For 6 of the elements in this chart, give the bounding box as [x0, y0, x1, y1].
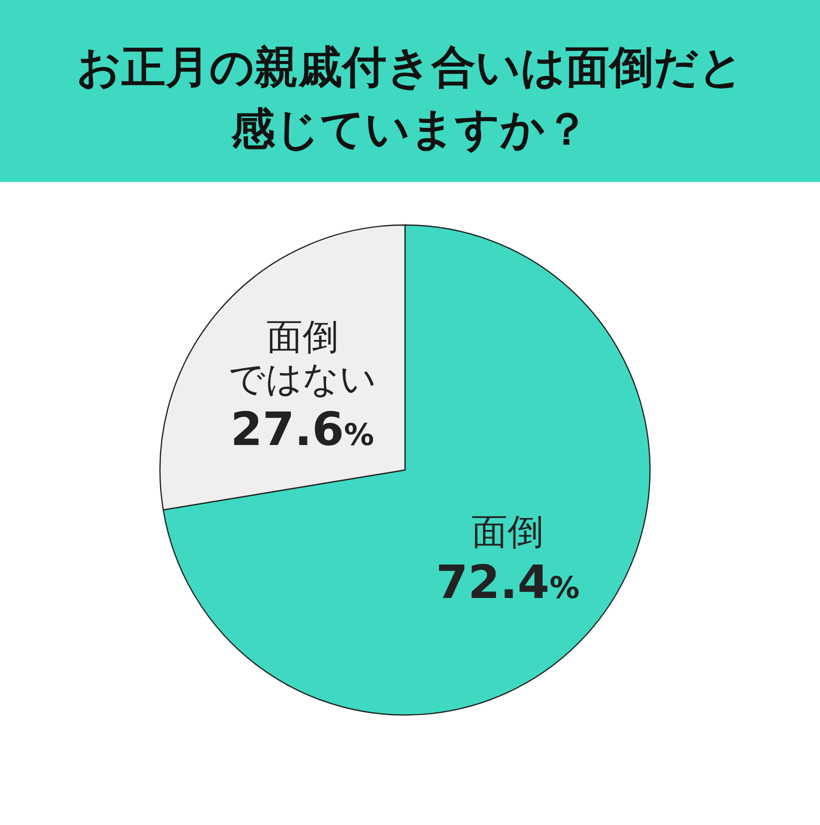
chart-title: お正月の親戚付き合いは面倒だと感じていますか？	[76, 42, 744, 155]
pie-slice	[162, 224, 651, 716]
slice-label: 面倒ではない	[228, 316, 376, 400]
slice-label: 面倒	[472, 512, 544, 554]
data-label: 27.6%	[230, 402, 374, 456]
data-label: 72.4%	[436, 555, 580, 610]
